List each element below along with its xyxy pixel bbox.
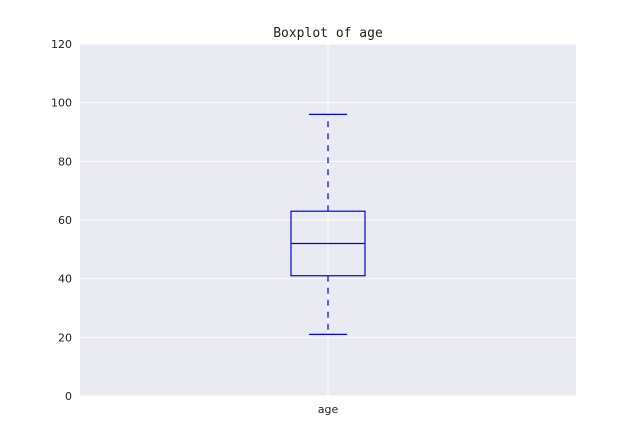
- y-tick-labels: 0 20 40 60 80 100 120: [51, 38, 72, 403]
- y-tick-label: 60: [58, 214, 72, 227]
- x-tick-label: age: [318, 403, 339, 416]
- x-tick-labels: age: [318, 403, 339, 416]
- box-element: [290, 113, 366, 335]
- y-tick-label: 120: [51, 38, 72, 51]
- y-tick-label: 20: [58, 331, 72, 344]
- box-series: [290, 113, 366, 335]
- y-tick-label: 40: [58, 273, 72, 286]
- chart-title: Boxplot of age: [273, 26, 383, 41]
- y-tick-label: 80: [58, 155, 72, 168]
- y-tick-label: 0: [65, 390, 72, 403]
- y-tick-label: 100: [51, 97, 72, 110]
